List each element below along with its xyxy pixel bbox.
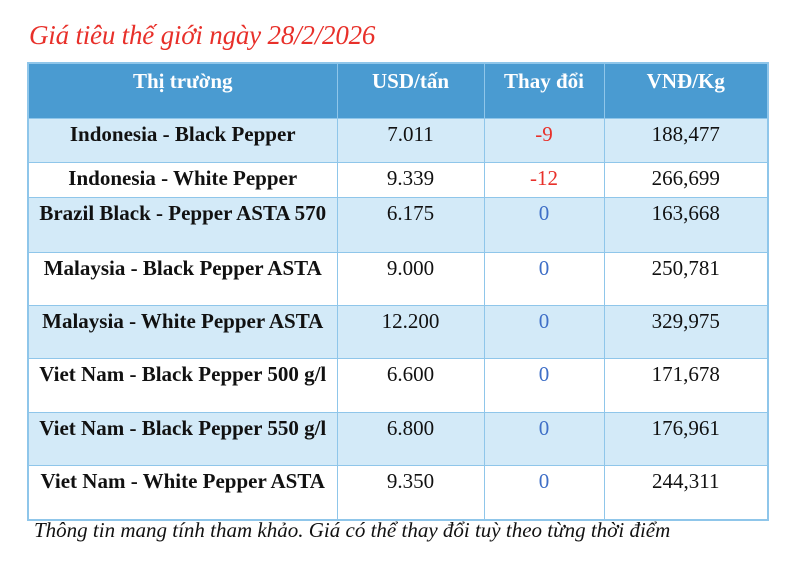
market-cell: Indonesia - Black Pepper [27,118,338,163]
vnd-cell: 266,699 [603,162,769,198]
header-market: Thị trường [27,62,338,119]
table-header-row: Thị trường USD/tấn Thay đổi VNĐ/Kg [27,62,769,119]
market-cell: Viet Nam - White Pepper ASTA [27,465,338,520]
vnd-cell: 188,477 [603,118,769,163]
change-cell: 0 [483,252,605,306]
vnd-cell: 329,975 [603,305,769,359]
table-row: Indonesia - White Pepper 9.339 -12 266,699 [27,162,769,198]
change-cell: -12 [483,162,605,198]
change-cell: 0 [483,412,605,466]
table-row: Viet Nam - Black Pepper 550 g/l 6.800 0 176… [27,412,769,466]
change-cell: -9 [483,118,605,163]
usd-cell: 9.000 [336,252,485,306]
table-row: Malaysia - White Pepper ASTA 12.200 0 329,9… [27,305,769,359]
market-cell: Malaysia - Black Pepper ASTA [27,252,338,306]
market-cell: Indonesia - White Pepper [27,162,338,198]
table-row: Indonesia - Black Pepper 7.011 -9 188,477 [27,118,769,163]
usd-cell: 6.175 [336,197,485,253]
usd-cell: 9.350 [336,465,485,520]
header-usd: USD/tấn [336,62,485,119]
header-vnd: VNĐ/Kg [603,62,769,119]
market-cell: Brazil Black - Pepper ASTA 570 [27,197,338,253]
usd-cell: 6.800 [336,412,485,466]
vnd-cell: 244,311 [603,465,769,520]
vnd-cell: 163,668 [603,197,769,253]
table-row: Viet Nam - White Pepper ASTA 9.350 0 244,31… [27,465,769,520]
table-row: Malaysia - Black Pepper ASTA 9.000 0 250,78… [27,252,769,306]
vnd-cell: 171,678 [603,358,769,413]
market-cell: Viet Nam - Black Pepper 550 g/l [27,412,338,466]
change-cell: 0 [483,358,605,413]
vnd-cell: 250,781 [603,252,769,306]
header-change: Thay đổi [483,62,605,119]
usd-cell: 6.600 [336,358,485,413]
disclaimer-note: Thông tin mang tính tham khảo. Giá có th… [34,518,671,542]
change-cell: 0 [483,305,605,359]
table-row: Viet Nam - Black Pepper 500 g/l 6.600 0 171… [27,358,769,413]
pepper-price-table: Thị trường USD/tấn Thay đổi VNĐ/Kg Indon… [27,62,769,521]
market-cell: Malaysia - White Pepper ASTA [27,305,338,359]
change-cell: 0 [483,197,605,253]
usd-cell: 12.200 [336,305,485,359]
vnd-cell: 176,961 [603,412,769,466]
page-title: Giá tiêu thế giới ngày 28/2/2026 [29,20,376,50]
usd-cell: 7.011 [336,118,485,163]
market-cell: Viet Nam - Black Pepper 500 g/l [27,358,338,413]
change-cell: 0 [483,465,605,520]
usd-cell: 9.339 [336,162,485,198]
table-row: Brazil Black - Pepper ASTA 570 6.175 0 163,… [27,197,769,253]
